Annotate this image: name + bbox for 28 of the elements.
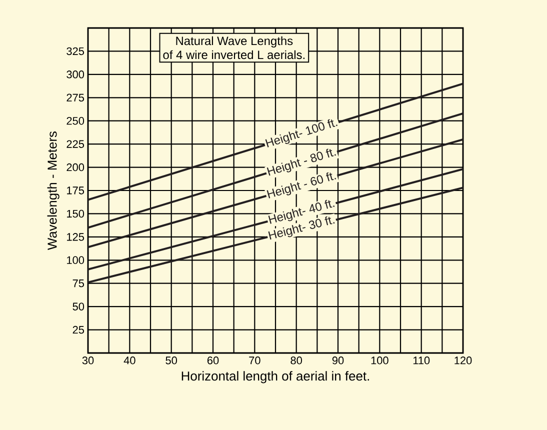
text: Height- 100 ft. — [265, 119, 338, 148]
y-tick-label: 125 — [67, 233, 84, 241]
y-tick-label: 300 — [66, 70, 84, 78]
x-tick-label: 80 — [290, 356, 302, 364]
x-tick-label: 60 — [207, 356, 219, 364]
y-tick-label: 50 — [72, 302, 84, 310]
y-tick-label: 150 — [67, 210, 84, 218]
y-tick-label: 100 — [67, 256, 84, 264]
y-tick-label: 325 — [66, 47, 84, 56]
y-tick-label: 250 — [66, 116, 84, 125]
x-tick-label: 50 — [166, 356, 177, 364]
x-tick-label: 90 — [332, 356, 344, 364]
y-tick-label: 25 — [72, 326, 84, 334]
x-tick-label: 110 — [413, 356, 430, 364]
text: Natural Wave Lengths — [176, 36, 293, 48]
text: of 4 wire inverted L aerials. — [163, 50, 304, 60]
x-tick-label: 70 — [249, 356, 260, 364]
x-tick-label: 100 — [371, 356, 388, 364]
x-tick-label: 30 — [82, 356, 94, 364]
y-tick-label: 275 — [66, 94, 84, 102]
x-tick-label: 120 — [454, 356, 472, 364]
y-tick-label: 175 — [67, 186, 84, 194]
y-tick-label: 225 — [66, 140, 84, 148]
y-tick-label: 75 — [72, 280, 84, 288]
x-tick-label: 40 — [124, 356, 136, 364]
y-tick-label: 200 — [66, 163, 84, 172]
y-axis-title: Wavelength - Meters — [47, 131, 60, 250]
x-axis-title: Horizontal length of aerial in feet. — [182, 371, 369, 384]
